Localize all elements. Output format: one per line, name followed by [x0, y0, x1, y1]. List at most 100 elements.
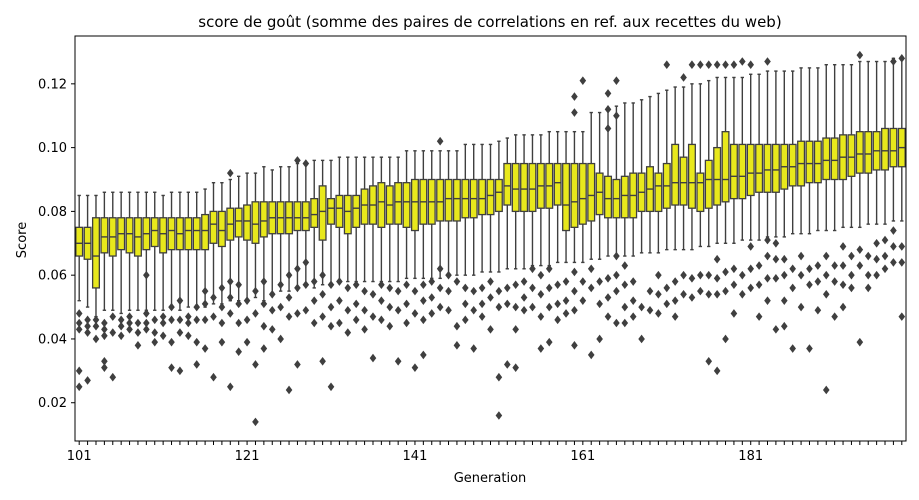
- box-152: [503, 137, 512, 270]
- outlier-point: [294, 264, 301, 274]
- outlier-point: [92, 334, 100, 344]
- box-120: [234, 175, 243, 302]
- outlier-point: [604, 293, 612, 302]
- outlier-point: [772, 238, 780, 248]
- outlier-point: [428, 309, 436, 318]
- outlier-point: [268, 290, 276, 299]
- box-iqr: [91, 217, 100, 289]
- outlier-point: [436, 264, 444, 274]
- box-153: [511, 134, 520, 270]
- outlier-point: [336, 318, 343, 328]
- box-181: [746, 73, 755, 241]
- outlier-point: [226, 382, 234, 392]
- outlier-point: [285, 270, 293, 280]
- outlier-point: [369, 353, 377, 363]
- outlier-point: [562, 309, 570, 318]
- outlier-point: [277, 280, 284, 290]
- outlier-point: [814, 261, 822, 270]
- outlier-point: [394, 305, 402, 315]
- outlier-point: [193, 315, 201, 325]
- outlier-point: [713, 290, 721, 299]
- outlier-point: [101, 363, 108, 372]
- outlier-point: [621, 302, 629, 312]
- box-iqr: [259, 201, 268, 238]
- outlier-point: [134, 328, 142, 337]
- outlier-point: [722, 334, 729, 344]
- box-127: [293, 162, 302, 289]
- outlier-point: [210, 312, 217, 321]
- outlier-point: [403, 318, 410, 328]
- outlier-point: [646, 286, 654, 296]
- outlier-point: [462, 315, 469, 325]
- outlier-point: [529, 264, 536, 274]
- box-iqr: [310, 197, 319, 228]
- outlier-point: [92, 321, 100, 331]
- outlier-point: [369, 312, 377, 321]
- outlier-point: [294, 309, 301, 318]
- x-tick-label: 101: [67, 449, 92, 464]
- outlier-point: [831, 277, 838, 286]
- box-166: [620, 102, 629, 257]
- axes: 0.02 0.04 0.06 0.08 0.10 0.12 101 121 141 161 181: [38, 35, 907, 464]
- outlier-point: [159, 312, 167, 321]
- outlier-point: [579, 296, 587, 305]
- box-132: [335, 156, 344, 283]
- box-188: [805, 67, 814, 235]
- outlier-point: [319, 290, 326, 299]
- outlier-point: [344, 328, 352, 337]
- outlier-point: [705, 60, 713, 70]
- box-iqr: [293, 201, 302, 232]
- outlier-point: [579, 277, 587, 286]
- box-iqr: [520, 162, 529, 213]
- box-139: [394, 156, 403, 283]
- outlier-point: [252, 309, 259, 318]
- outlier-point: [369, 290, 377, 299]
- box-iqr: [855, 131, 864, 174]
- outlier-point: [361, 325, 368, 334]
- outlier-point: [864, 251, 872, 261]
- box-134: [352, 156, 361, 283]
- box-154: [520, 134, 529, 270]
- outlier-point: [302, 159, 310, 168]
- box-183: [763, 70, 772, 238]
- outlier-point: [856, 337, 864, 347]
- outlier-point: [361, 286, 368, 296]
- outlier-point: [621, 280, 629, 290]
- outlier-point: [697, 60, 704, 70]
- outlier-point: [201, 286, 209, 296]
- outlier-point: [352, 299, 360, 309]
- outlier-point: [713, 60, 721, 70]
- outlier-point: [143, 318, 150, 328]
- outlier-point: [185, 331, 192, 341]
- outlier-point: [168, 363, 175, 372]
- outlier-point: [159, 318, 167, 328]
- outlier-point: [411, 286, 419, 296]
- outlier-point: [378, 280, 385, 290]
- outlier-point: [739, 290, 746, 299]
- outlier-point: [75, 366, 83, 376]
- outlier-point: [772, 325, 780, 334]
- outlier-point: [764, 251, 771, 261]
- box-163: [595, 111, 604, 260]
- outlier-point: [84, 328, 91, 337]
- box-140: [402, 150, 411, 280]
- outlier-point: [520, 293, 528, 302]
- outlier-point: [848, 270, 855, 280]
- outlier-point: [294, 360, 301, 369]
- plot-area: [75, 50, 906, 427]
- x-tick-label: 181: [738, 449, 763, 464]
- outlier-point: [503, 283, 511, 293]
- box-117: [209, 181, 218, 305]
- box-iqr: [352, 194, 361, 228]
- box-150: [486, 143, 495, 273]
- outlier-point: [394, 356, 402, 366]
- box-iqr: [528, 162, 537, 213]
- outlier-point: [764, 274, 771, 283]
- outlier-point: [571, 108, 578, 117]
- outlier-point: [294, 156, 301, 165]
- outlier-point: [814, 277, 822, 286]
- box-191: [830, 64, 839, 232]
- outlier-point: [151, 315, 159, 325]
- box-101: [75, 194, 84, 302]
